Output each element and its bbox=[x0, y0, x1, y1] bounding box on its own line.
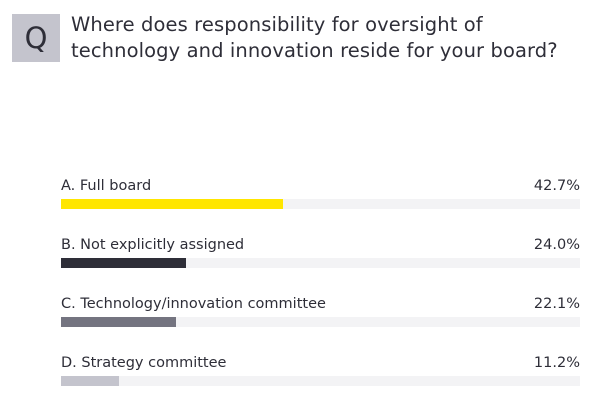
bar-track bbox=[61, 376, 580, 386]
bar-value-label: 11.2% bbox=[533, 355, 580, 371]
question-badge: Q bbox=[12, 14, 60, 62]
bar-row: A. Full board 42.7% bbox=[61, 177, 580, 227]
bar-value-label: 24.0% bbox=[533, 237, 580, 253]
bar-label: A. Full board bbox=[61, 178, 152, 194]
bar bbox=[61, 258, 186, 268]
bar-chart: A. Full board 42.7% B. Not explicitly assi… bbox=[61, 0, 580, 415]
bar-value-label: 22.1% bbox=[533, 296, 580, 312]
bar-track bbox=[61, 199, 580, 209]
bar-value-label: 42.7% bbox=[533, 178, 580, 194]
bar-row: D. Strategy committee 11.2% bbox=[61, 354, 580, 404]
bar bbox=[61, 317, 176, 327]
bar-row: B. Not explicitly assigned 24.0% bbox=[61, 236, 580, 286]
bar bbox=[61, 199, 283, 209]
bar-label: D. Strategy committee bbox=[61, 355, 227, 371]
bar-row: C. Technology/innovation committee 22.1% bbox=[61, 295, 580, 345]
bar-label: B. Not explicitly assigned bbox=[61, 237, 245, 253]
bar bbox=[61, 376, 119, 386]
question-title: Where does responsibility for oversight … bbox=[71, 13, 558, 62]
bar-track bbox=[61, 317, 580, 327]
bar-track bbox=[61, 258, 580, 268]
bar-label: C. Technology/innovation committee bbox=[61, 296, 326, 312]
